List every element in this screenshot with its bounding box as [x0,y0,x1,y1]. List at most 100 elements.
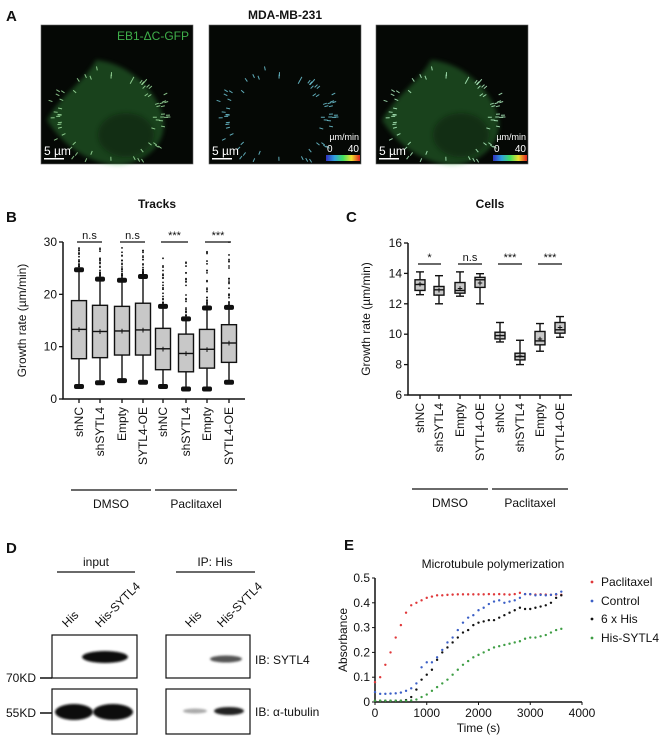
data-point-control [549,593,553,597]
marker-55kd: 55KD [6,706,36,720]
eb1-comet [395,90,400,94]
eb1-comet [407,141,412,146]
eb1-comet [227,98,232,102]
outlier-point [78,248,80,250]
data-point-paclitaxel [425,596,428,600]
outlier-point [99,259,101,262]
outlier-point [206,288,208,291]
eb1-comet [225,121,230,124]
x-tick-label: shNC [156,407,170,437]
x-tick-label: Empty [453,403,467,437]
outlier-point [206,250,208,253]
eb1-comet [419,158,423,163]
data-point-6-x-his [487,618,491,622]
x-tick-label: shSYTL4 [432,403,446,453]
eb1-comet [244,77,248,82]
eb1-comet [419,74,422,79]
outlier-point [228,301,230,304]
box [554,321,566,334]
y-tick-label: 6 [395,388,402,402]
data-point-control [394,692,397,695]
legend-marker [590,580,594,584]
eb1-comet [498,92,503,96]
outlier-point [228,260,230,262]
x-tick-label: 4000 [569,706,596,720]
eb1-comet [309,158,313,163]
outlier-point [185,272,187,274]
data-point-paclitaxel [461,593,465,596]
x-tick-label: 0 [372,706,379,720]
eb1-comet [95,66,98,71]
data-point-his-sytl4 [539,635,542,638]
lane-label-his-ip: His [182,608,204,630]
y-tick-label: 0 [50,392,57,406]
box [134,302,152,356]
outlier-point [206,300,208,302]
x-tick-label: shNC [493,403,507,433]
outlier-point [228,258,230,261]
y-tick-label: 20 [44,287,58,301]
eb1-comet [258,150,261,155]
cell-nucleus [433,113,489,157]
data-point-control [425,661,428,664]
data-point-control [404,689,408,693]
outlier-point [142,263,144,266]
data-point-paclitaxel [384,663,387,666]
eb1-comet [225,126,230,129]
data-point-6-x-his [518,606,522,609]
data-point-control [451,636,454,639]
data-point-paclitaxel [415,601,418,604]
outlier-point [185,297,187,300]
eb1-comet [252,74,255,79]
data-point-6-x-his [441,651,444,654]
eb1-comet [475,148,479,153]
eb1-comet [326,145,330,149]
x-tick-label: shSYTL4 [179,407,193,457]
outlier-point [121,259,123,262]
eb1-comet [322,102,328,105]
outlier-point [185,300,187,303]
outlier-point [78,255,80,258]
eb1-comet [483,85,488,90]
eb1-comet [489,102,495,105]
data-point-paclitaxel [451,593,454,596]
outlier-point [185,265,187,267]
y-tick-label: 14 [389,266,403,280]
data-point-6-x-his [410,695,413,699]
eb1-comet [223,93,228,97]
group-label: DMSO [93,497,129,511]
y-tick-label: 30 [44,235,58,249]
ib-tubulin-label: IB: α-tubulin [255,705,319,719]
data-point-his-sytl4 [461,663,465,666]
eb1-comet [388,138,393,141]
eb1-comet [221,138,226,141]
outlier-point [99,271,101,274]
eb1-comet [425,150,428,155]
data-point-6-x-his [420,678,423,681]
data-point-paclitaxel [513,592,516,596]
data-point-paclitaxel [435,594,439,597]
lane-label-his-sytl4-input: His-SYTL4 [92,579,143,630]
eb1-comet [491,105,496,108]
legend-marker [590,599,594,603]
data-point-control [492,600,496,603]
eb1-comet [327,102,332,105]
band-input-sytl4 [82,651,128,663]
data-point-6-x-his [472,623,475,627]
outlier-point [99,247,101,250]
x-axis-label: Time (s) [457,721,501,735]
data-point-6-x-his [554,596,558,600]
x-tick-label: shNC [72,407,86,437]
outlier-point [162,274,164,277]
outlier-point [162,295,164,298]
data-point-6-x-his [523,607,527,611]
data-point-paclitaxel [420,599,423,602]
outlier-point [142,258,144,261]
scale-bar [379,158,399,160]
data-point-his-sytl4 [560,627,563,631]
ip-label: IP: His [197,555,232,569]
eb1-comet [148,142,152,146]
data-point-paclitaxel [430,595,434,598]
significance-label: *** [212,230,226,242]
eb1-comet [89,75,92,80]
